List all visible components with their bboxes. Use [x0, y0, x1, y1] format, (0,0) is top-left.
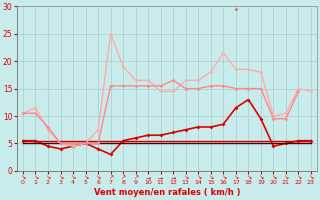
X-axis label: Vent moyen/en rafales ( km/h ): Vent moyen/en rafales ( km/h ): [94, 188, 240, 197]
